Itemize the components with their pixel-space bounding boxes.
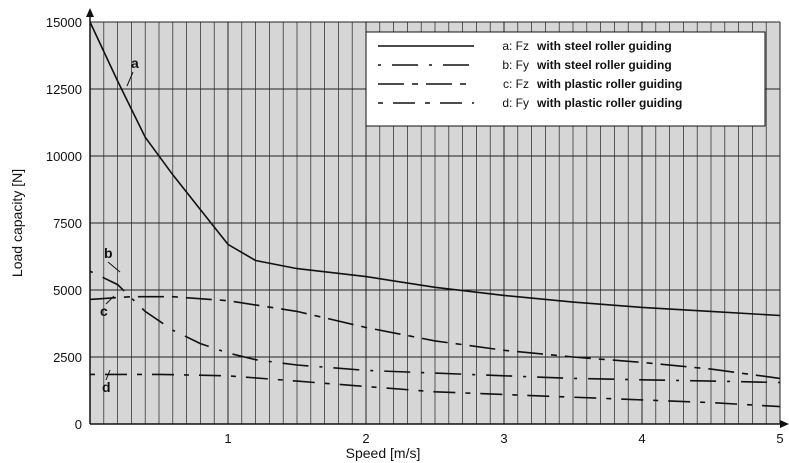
x-tick-labels: 1 2 3 4 5 [224,431,783,446]
y-tick-label: 0 [75,417,82,432]
legend-series-description: with plastic roller guiding [536,96,682,110]
y-tick-label: 7500 [53,216,82,231]
series-line-a [89,21,781,317]
series-line-b [89,270,781,384]
series-line-d [90,373,781,408]
legend: a: Fz with steel roller guiding b: Fy with … [365,31,766,127]
x-tick-label: 5 [776,431,783,446]
y-tick-labels: 0 2500 5000 7500 10000 12500 15000 [46,15,82,432]
y-axis-arrow [86,8,94,17]
y-tick-label: 10000 [46,149,82,164]
y-tick-label: 12500 [46,82,82,97]
legend-series-description: with steel roller guiding [536,58,672,72]
legend-series-name: d: Fy [502,96,529,110]
x-tick-label: 3 [500,431,507,446]
legend-series-name: c: Fz [503,77,529,91]
curve-label-b: b [104,245,113,261]
curve-label-leader [126,71,134,87]
curve-label-leader [105,295,115,305]
y-axis-title: Load capacity [N] [9,169,25,277]
y-tick-label: 2500 [53,350,82,365]
curve-label-c: c [100,303,108,319]
legend-series-description: with plastic roller guiding [536,77,682,91]
curve-label-leader [107,261,121,273]
curve-labels: a b c d [100,55,139,395]
x-tick-label: 4 [638,431,645,446]
curve-label-d: d [102,379,111,395]
curve-label-leader [105,369,111,381]
series-group [89,21,781,408]
x-tick-label: 2 [362,431,369,446]
curve-label-a: a [131,55,139,71]
y-tick-label: 5000 [53,283,82,298]
legend-box [365,31,766,127]
y-tick-label: 15000 [46,15,82,30]
legend-series-name: a: Fz [502,39,529,53]
axes [86,8,789,428]
x-axis-title: Speed [m/s] [346,445,421,461]
x-axis-arrow [780,420,789,428]
x-tick-label: 1 [224,431,231,446]
legend-series-description: with steel roller guiding [536,39,672,53]
legend-series-name: b: Fy [502,58,529,72]
